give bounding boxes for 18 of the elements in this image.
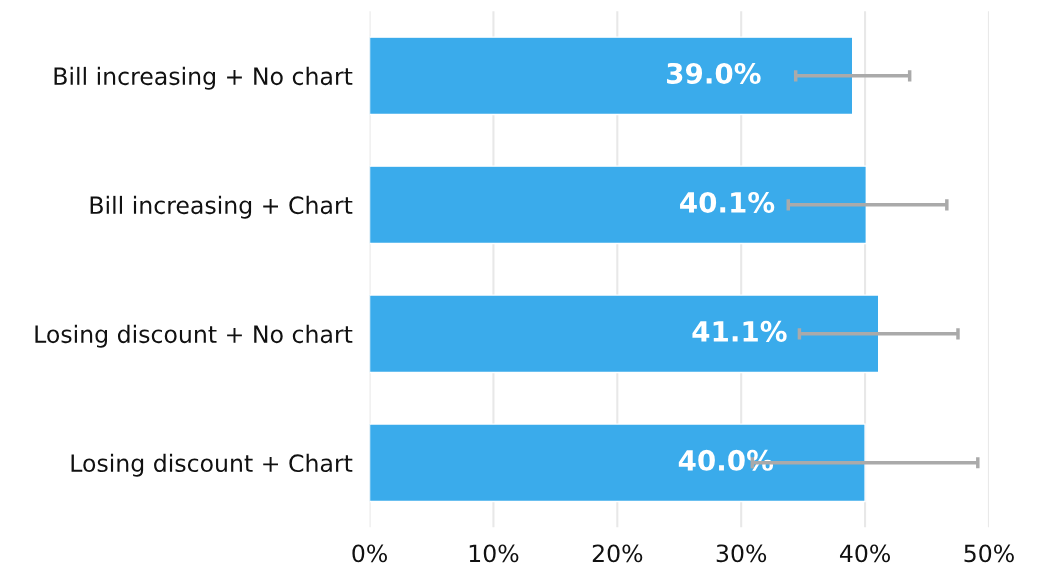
bar [369, 294, 880, 374]
y-tick-label: Losing discount + Chart [71, 453, 353, 477]
x-tick-label: 40% [839, 544, 891, 563]
bar [369, 423, 866, 503]
bar [369, 36, 854, 116]
x-tick-label: 50% [964, 544, 1014, 563]
data-label: 40.1% [680, 191, 775, 213]
x-tick-label: 10% [469, 544, 519, 563]
bar [369, 165, 868, 245]
y-tick-label: Losing discount + No chart [35, 324, 353, 348]
data-label: 40.0% [678, 449, 774, 471]
data-label: 39.0% [667, 62, 761, 84]
y-tick-label: Bill increasing + Chart [90, 195, 353, 219]
x-tick-label: 0% [352, 544, 387, 563]
x-tick-label: 20% [592, 544, 643, 563]
y-tick-label: Bill increasing + No chart [54, 66, 353, 90]
x-tick-label: 30% [716, 544, 767, 563]
data-label: 41.1% [692, 320, 787, 342]
